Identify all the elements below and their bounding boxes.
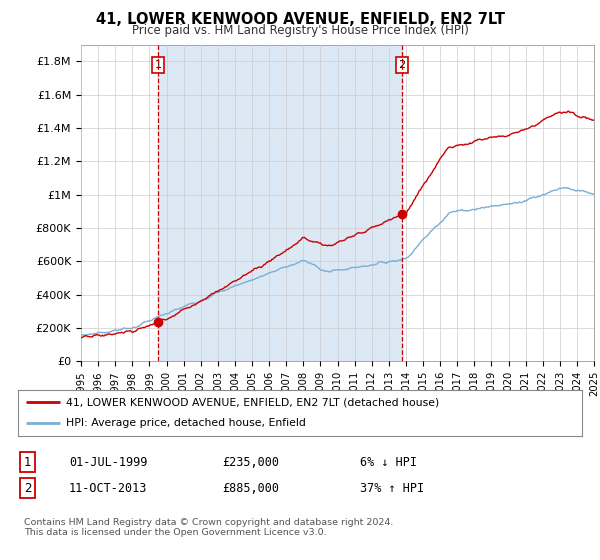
Text: 41, LOWER KENWOOD AVENUE, ENFIELD, EN2 7LT (detached house): 41, LOWER KENWOOD AVENUE, ENFIELD, EN2 7… [66, 397, 439, 407]
Text: 37% ↑ HPI: 37% ↑ HPI [360, 482, 424, 495]
Text: 41, LOWER KENWOOD AVENUE, ENFIELD, EN2 7LT: 41, LOWER KENWOOD AVENUE, ENFIELD, EN2 7… [95, 12, 505, 27]
Text: £235,000: £235,000 [222, 455, 279, 469]
Text: Contains HM Land Registry data © Crown copyright and database right 2024.
This d: Contains HM Land Registry data © Crown c… [24, 518, 394, 538]
Text: 1: 1 [154, 60, 161, 70]
Text: Price paid vs. HM Land Registry's House Price Index (HPI): Price paid vs. HM Land Registry's House … [131, 24, 469, 37]
Text: 1: 1 [24, 455, 32, 469]
Text: 01-JUL-1999: 01-JUL-1999 [69, 455, 148, 469]
Bar [158, 45, 402, 361]
Text: 11-OCT-2013: 11-OCT-2013 [69, 482, 148, 495]
Text: 2: 2 [398, 60, 406, 70]
Text: 6% ↓ HPI: 6% ↓ HPI [360, 455, 417, 469]
Text: £885,000: £885,000 [222, 482, 279, 495]
Text: HPI: Average price, detached house, Enfield: HPI: Average price, detached house, Enfi… [66, 418, 306, 428]
Text: 2: 2 [24, 482, 32, 495]
